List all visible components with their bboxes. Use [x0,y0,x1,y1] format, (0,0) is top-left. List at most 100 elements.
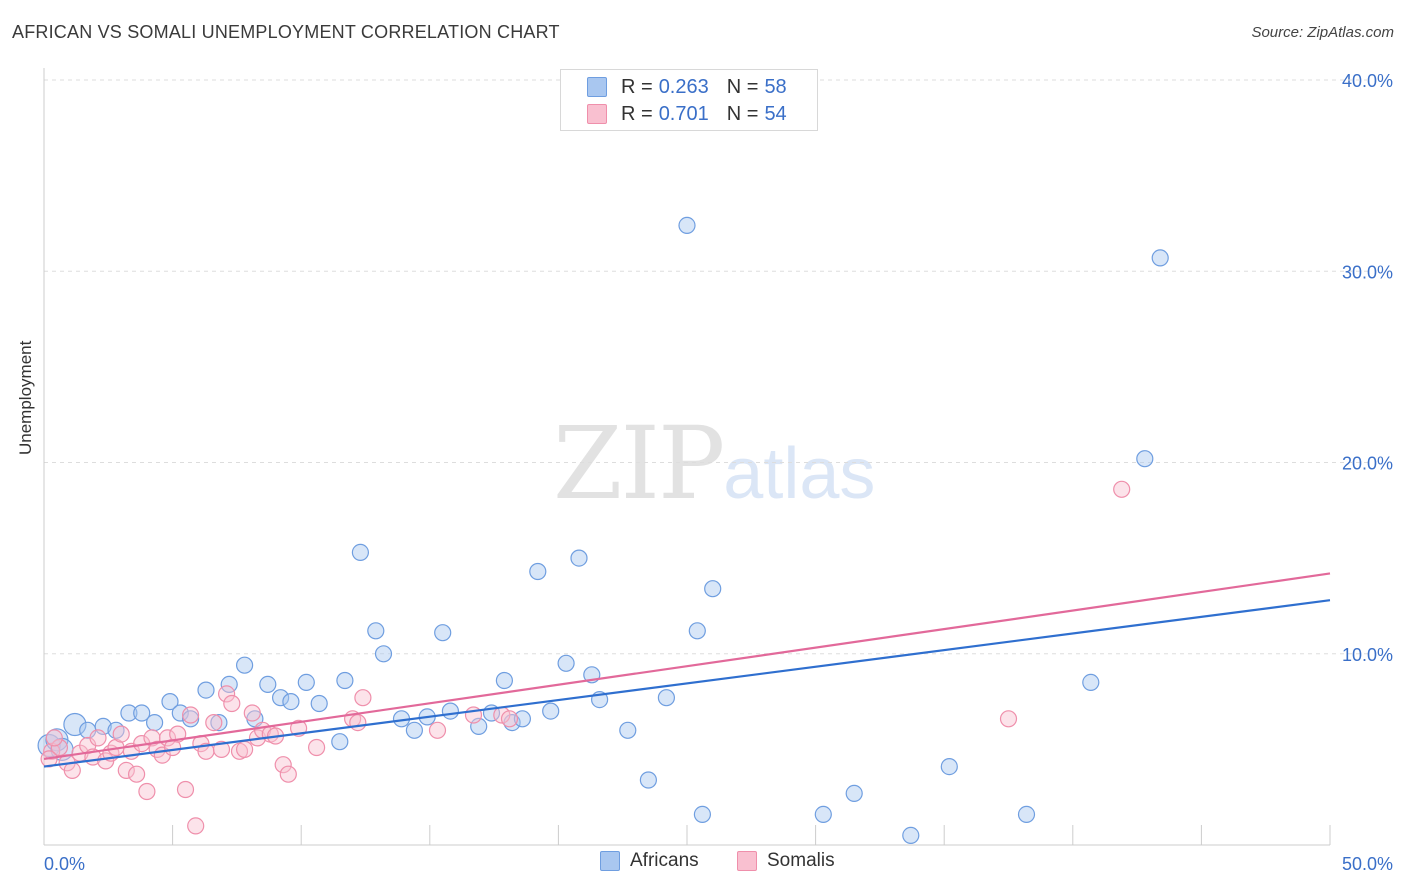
watermark: ZIPatlas [553,405,875,522]
legend-r-value: 0.701 [658,102,709,125]
somali-point [218,685,236,703]
legend-n-label: N = [726,102,759,125]
african-point [351,543,369,562]
chart-title: AFRICAN VS SOMALI UNEMPLOYMENT CORRELATI… [12,22,560,42]
african-point [529,562,547,581]
african-point [619,721,637,739]
african-point [259,675,277,694]
african-point [374,645,393,663]
african-point [367,622,385,640]
african-point [146,713,164,732]
african-point [336,671,354,690]
african-point [63,712,87,737]
y-tick-label: 20.0% [1342,454,1393,474]
african-point [171,704,189,722]
legend-swatch-africans [587,77,607,97]
somali-point [349,713,367,732]
somali-point [45,729,63,747]
african-point [657,689,676,707]
y-tick-label: 40.0% [1342,71,1393,91]
african-point [1136,450,1154,468]
african-point [814,805,832,824]
somali-point [354,689,372,707]
somali-point [279,765,297,783]
legend-row-africans: R = 0.263 N = 58 [587,75,797,99]
african-point [902,826,920,845]
somali-point [182,706,200,724]
somali-point [428,721,447,739]
african-point [1017,805,1036,824]
somali-point [223,694,241,713]
somali-point [63,761,81,780]
african-point [133,704,151,722]
bottom-legend-somalis[interactable]: Somalis [737,850,835,872]
african-point [310,694,328,713]
african-point [693,805,712,824]
african-point [1082,673,1100,692]
bottom-legend-africans[interactable]: Africans [600,850,699,872]
watermark-atlas: atlas [723,434,876,514]
legend-r-label: R = [621,102,653,125]
african-point [845,784,863,803]
y-axis-label: Unemployment [16,340,35,455]
legend: R = 0.263 N = 58 R = 0.701 N = 54 [560,69,818,131]
somali-point [176,780,195,799]
african-point [557,654,575,672]
african-point [120,704,138,722]
somali-point [89,729,107,747]
somali-point [999,710,1018,728]
x-tick-label: 0.0% [44,854,85,874]
legend-swatch-somalis [737,851,757,871]
somali-point [117,761,135,780]
source-note: Source: ZipAtlas.com [1251,24,1394,41]
somali-point [128,765,146,783]
x-tick-label: 50.0% [1342,854,1393,874]
african-point [441,702,459,720]
african-point [1151,249,1169,267]
y-tick-label: 10.0% [1342,645,1393,665]
legend-n-value: 54 [764,102,787,125]
african-point [940,757,958,776]
african-point [182,710,200,728]
somali-point [205,713,223,732]
african-point [542,702,560,720]
african-trend-line [43,599,1331,768]
somali-point [308,738,326,757]
african-point [434,624,452,642]
somali-point [112,725,130,743]
african-point [297,673,315,692]
somali-point [212,740,231,759]
legend-n-label: N = [726,75,759,98]
african-point [405,721,423,739]
somali-point [50,738,69,757]
somali-point [274,756,292,774]
legend-label-somalis: Somalis [767,850,835,871]
african-point [161,692,179,711]
african-point [197,681,215,699]
legend-row-somalis: R = 0.701 N = 54 [587,102,797,126]
african-point [513,710,532,728]
somali-trend-line [43,572,1331,761]
legend-r-value: 0.263 [658,75,709,98]
african-point [236,656,254,674]
african-point [272,689,290,707]
legend-n-value: 58 [764,75,787,98]
somali-point [500,710,519,728]
african-point [282,692,300,711]
somali-point [243,704,261,722]
legend-r-label: R = [621,75,653,98]
african-point [639,771,658,789]
african-point [331,733,349,751]
african-point [704,580,722,598]
somali-point [1113,480,1131,498]
somali-point [236,740,254,759]
african-point [570,549,588,567]
african-point [688,622,706,640]
somali-point [187,817,205,835]
african-point [210,713,228,732]
legend-swatch-somalis [587,104,607,124]
watermark-zip: ZIP [553,405,725,522]
y-tick-label: 30.0% [1342,262,1393,282]
african-point [678,216,696,234]
